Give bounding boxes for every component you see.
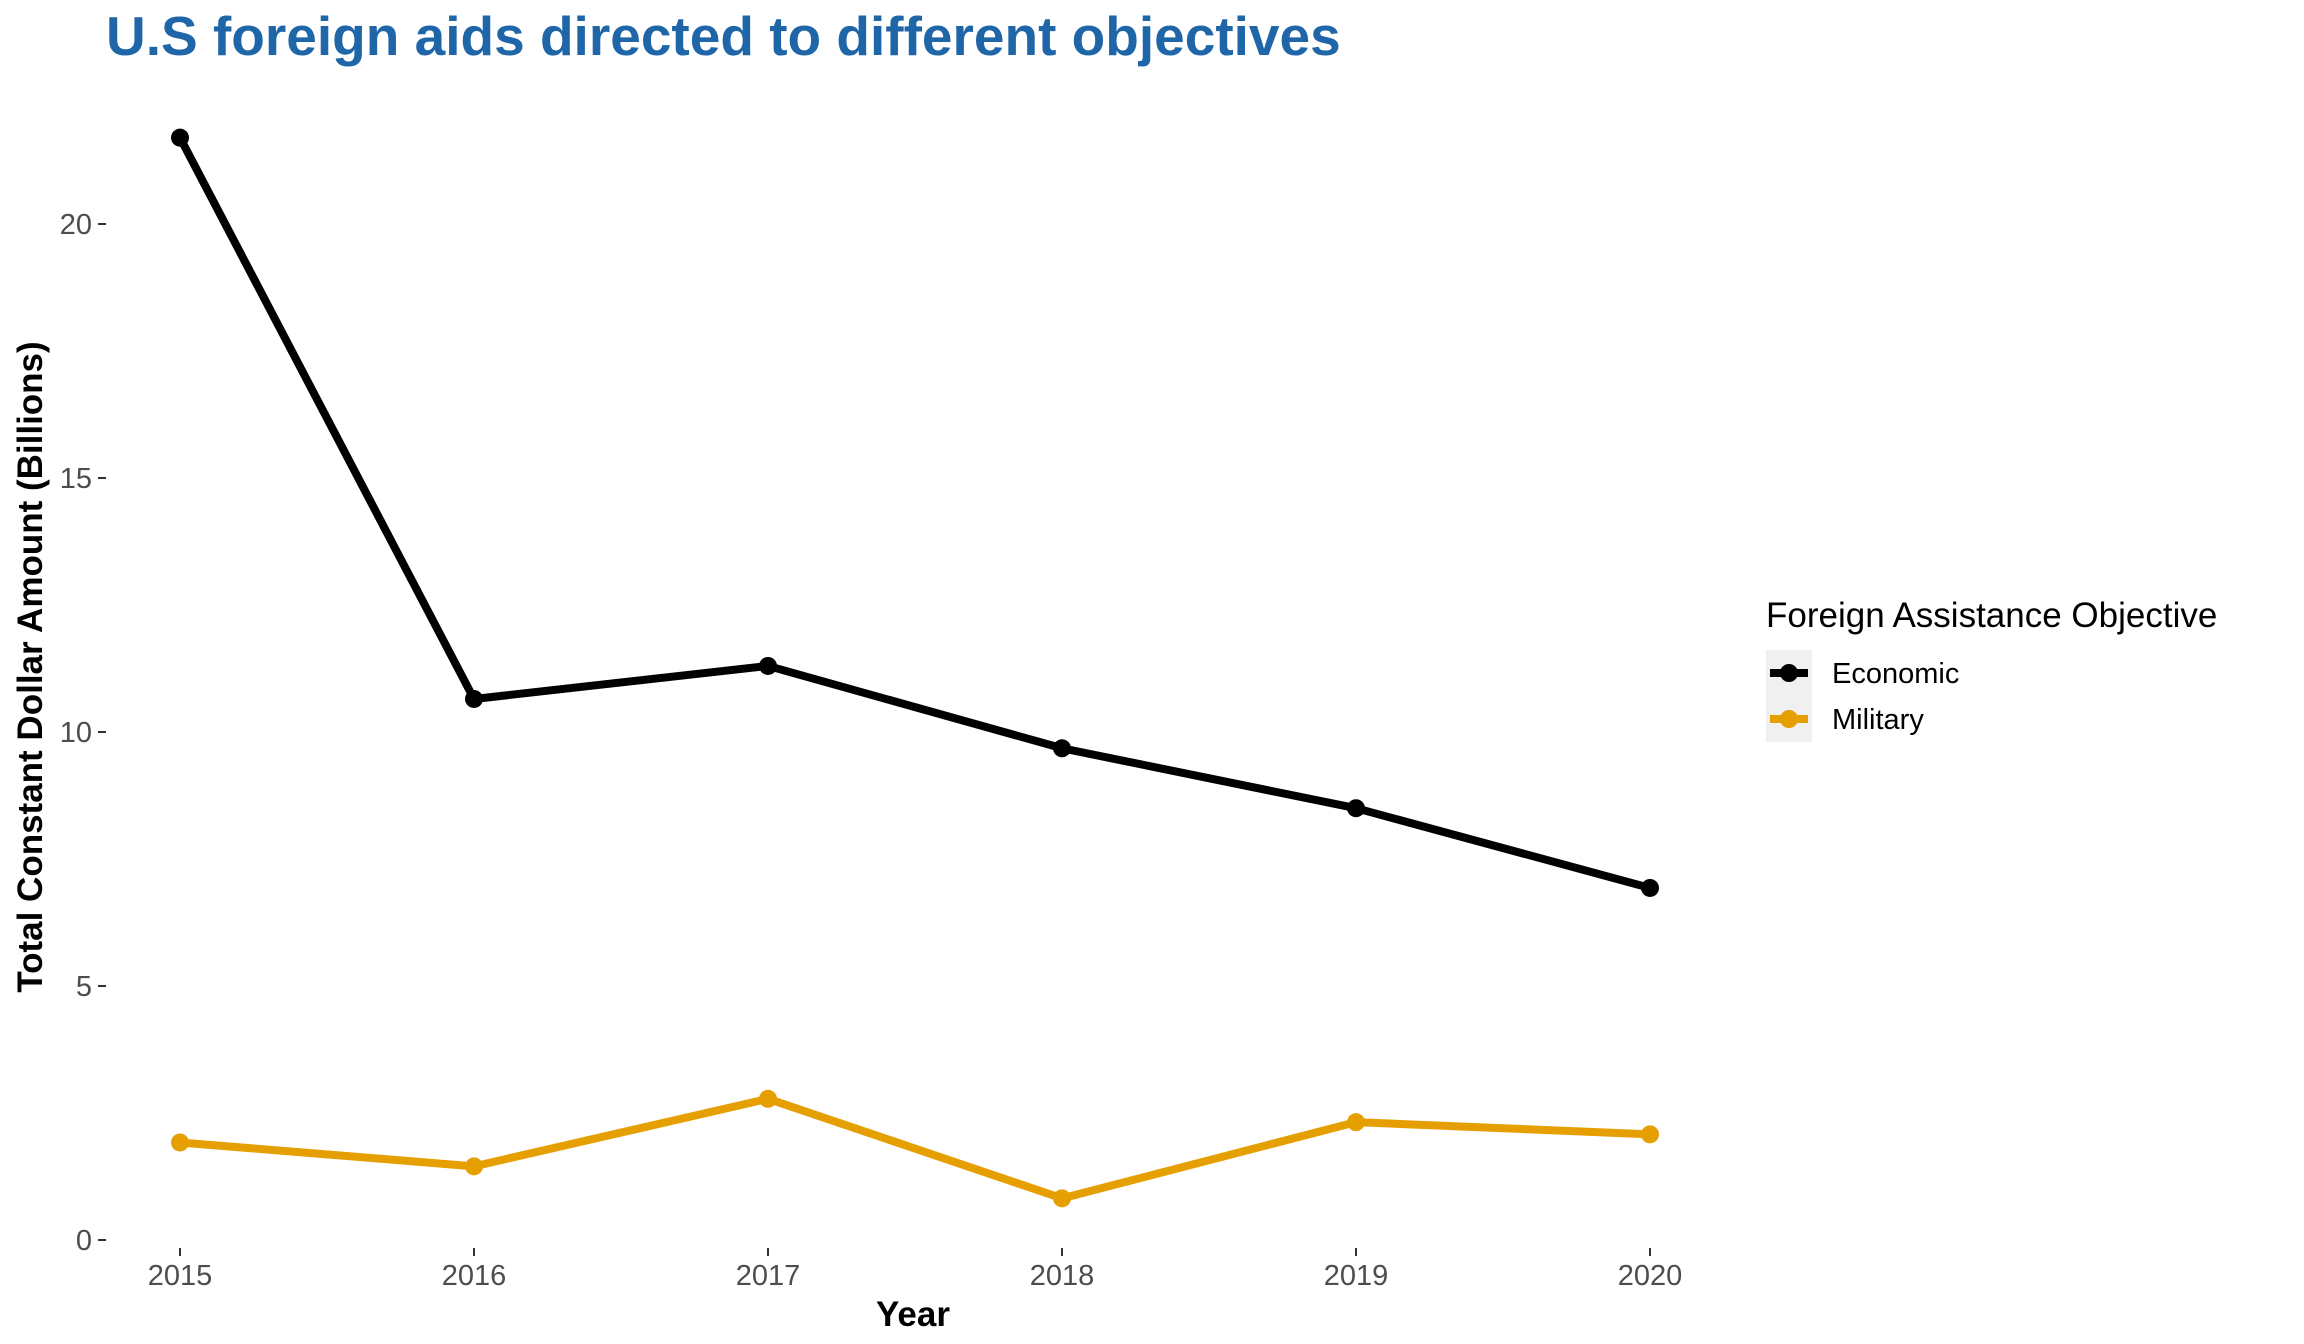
- legend-key-point-economic: [1780, 664, 1798, 682]
- y-tick-label: 10: [60, 717, 92, 749]
- data-point-economic: [759, 656, 777, 675]
- x-tick-label: 2016: [442, 1260, 507, 1292]
- y-tick-label: 15: [60, 463, 92, 495]
- data-point-economic: [1641, 878, 1659, 897]
- y-axis: 0 5 10 15 20: [60, 209, 106, 1257]
- x-tick-label: 2017: [736, 1260, 801, 1292]
- x-tick-label: 2018: [1030, 1260, 1095, 1292]
- y-tick-label: 5: [76, 971, 92, 1003]
- legend-label-military: Military: [1832, 704, 1924, 736]
- legend-title: Foreign Assistance Objective: [1766, 596, 2217, 635]
- data-point-economic: [465, 689, 483, 708]
- legend: Foreign Assistance Objective Economic Mil…: [1766, 596, 2217, 742]
- plot-area: [171, 128, 1659, 1208]
- data-point-military: [759, 1089, 777, 1108]
- x-tick-label: 2015: [148, 1260, 213, 1292]
- data-point-military: [1053, 1189, 1071, 1208]
- x-tick-label: 2020: [1618, 1260, 1683, 1292]
- data-point-economic: [1053, 739, 1071, 758]
- series-line-military: [176, 1094, 1654, 1203]
- data-point-military: [465, 1157, 483, 1176]
- data-point-economic: [171, 128, 189, 147]
- data-point-military: [1347, 1113, 1365, 1132]
- data-point-military: [171, 1133, 189, 1152]
- y-axis-title: Total Constant Dollar Amount (Billions): [11, 341, 50, 992]
- data-point-military: [1641, 1125, 1659, 1144]
- x-axis-title: Year: [876, 1295, 950, 1334]
- series-line-economic: [176, 133, 1654, 892]
- legend-key-point-military: [1780, 710, 1798, 728]
- x-tick-label: 2019: [1324, 1260, 1389, 1292]
- chart-title: U.S foreign aids directed to different o…: [106, 5, 1341, 67]
- data-point-economic: [1347, 799, 1365, 818]
- y-tick-label: 20: [60, 209, 92, 241]
- y-tick-label: 0: [76, 1225, 92, 1257]
- x-axis: 2015 2016 2017 2018 2019 2020: [148, 1248, 1683, 1292]
- legend-label-economic: Economic: [1832, 658, 1959, 690]
